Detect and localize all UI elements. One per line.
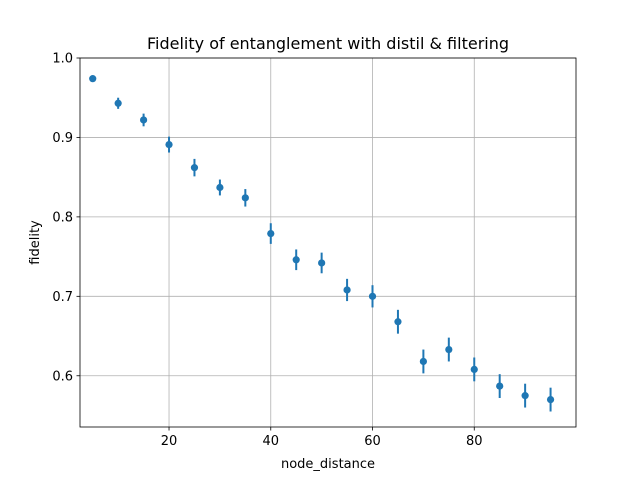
data-point <box>292 256 300 264</box>
y-tick-label: 0.7 <box>52 290 73 305</box>
data-point <box>267 229 275 238</box>
y-tick-label: 1.0 <box>52 52 73 67</box>
y-tick-label: 0.9 <box>52 131 73 146</box>
x-tick-label: 80 <box>466 434 483 449</box>
data-point <box>343 286 351 294</box>
data-point <box>139 116 148 124</box>
data-point <box>394 318 402 326</box>
data-point <box>114 99 122 107</box>
data-point <box>89 75 97 83</box>
x-tick-label: 60 <box>364 434 381 449</box>
data-point <box>496 382 504 390</box>
data-point <box>419 357 427 366</box>
chart-title: Fidelity of entanglement with distil & f… <box>147 34 509 53</box>
data-point <box>241 194 249 202</box>
data-point <box>216 183 224 192</box>
data-point <box>521 392 529 400</box>
data-point <box>368 292 377 300</box>
data-point <box>546 395 555 404</box>
data-point <box>445 345 453 354</box>
y-axis-label: fidelity <box>28 220 43 265</box>
axes-frame <box>79 57 577 428</box>
data-series <box>89 75 555 412</box>
x-tick-label: 40 <box>262 434 279 449</box>
x-tick-label: 20 <box>161 434 178 449</box>
y-tick-label: 0.6 <box>52 369 73 384</box>
data-point <box>190 164 199 172</box>
data-point <box>165 140 173 149</box>
data-point <box>318 259 326 267</box>
y-tick-label: 0.8 <box>52 210 73 225</box>
data-point <box>470 365 478 374</box>
x-axis-label: node_distance <box>281 457 375 472</box>
tick-marks: 20 40 60 80 0.6 0.7 0.8 0.9 1.0 <box>52 52 482 450</box>
